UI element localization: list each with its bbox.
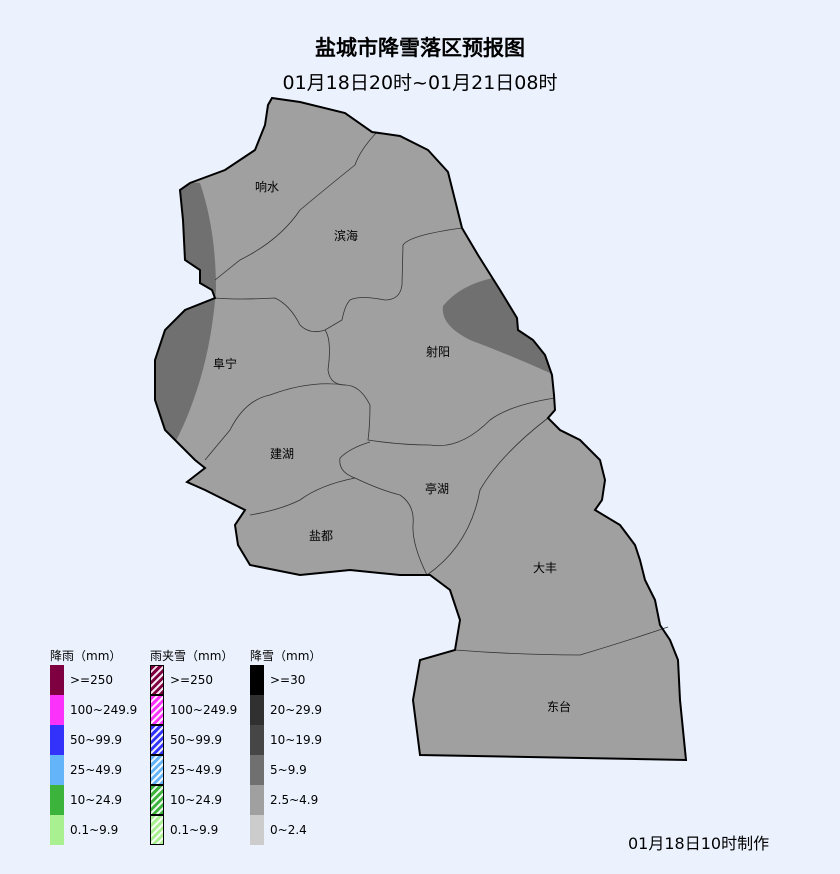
legend-snow-title: 降雪（mm） [250, 649, 322, 663]
legend-item: 0.1~9.9 [150, 815, 237, 845]
legend-item: 100~249.9 [150, 695, 237, 725]
legend-label: 0.1~9.9 [70, 823, 119, 837]
legend-swatch [250, 755, 264, 785]
map-subtitle: 01月18日20时~01月21日08时 [282, 72, 558, 94]
region-label-dafeng: 大丰 [533, 561, 557, 575]
legend-item: 50~99.9 [50, 725, 137, 755]
legend-label: 25~49.9 [70, 763, 123, 777]
legend-swatch [250, 665, 264, 695]
legend-swatch [150, 725, 164, 755]
legend-swatch [150, 665, 164, 695]
legend-item: 2.5~4.9 [250, 785, 322, 815]
legend-label: 5~9.9 [270, 763, 307, 777]
legend-label: 50~99.9 [170, 733, 223, 747]
legend-item: 0.1~9.9 [50, 815, 137, 845]
legend-label: >=30 [270, 673, 306, 687]
legend-swatch [150, 695, 164, 725]
legend-item: 10~24.9 [50, 785, 137, 815]
legend-swatch [50, 815, 64, 845]
legend-label: 10~24.9 [170, 793, 223, 807]
region-label-jianhu: 建湖 [270, 446, 294, 461]
legend-sleet-items: >=250 100~249.9 50~99.9 25~49.9 10~24.9 0.1~9… [150, 665, 237, 845]
legend-swatch [250, 725, 264, 755]
legend-item: 50~99.9 [150, 725, 237, 755]
legend-label: 100~249.9 [170, 703, 238, 717]
legend-snow-items: >=30 20~29.9 10~19.9 5~9.9 2.5~4.9 0~2.4 [250, 665, 322, 845]
region-label-sheyang: 射阳 [426, 344, 450, 359]
legend-swatch [50, 665, 64, 695]
legend-label: 2.5~4.9 [270, 793, 319, 807]
legend-item: >=30 [250, 665, 322, 695]
legend-label: >=250 [170, 673, 214, 687]
legend-sleet-title: 雨夹雪（mm） [150, 649, 234, 663]
legend-item: 10~19.9 [250, 725, 322, 755]
legend-label: 10~19.9 [270, 733, 323, 747]
legend-rain-title: 降雨（mm） [50, 649, 122, 663]
legend-swatch [50, 755, 64, 785]
legend-item: 20~29.9 [250, 695, 322, 725]
legend-item: 100~249.9 [50, 695, 137, 725]
legend-swatch [50, 785, 64, 815]
legend-item: 10~24.9 [150, 785, 237, 815]
region-label-tinghu: 亭湖 [425, 481, 449, 496]
legend-label: 100~249.9 [70, 703, 138, 717]
legend-label: 0.1~9.9 [170, 823, 219, 837]
legend-snow: 降雪（mm） >=30 20~29.9 10~19.9 5~9.9 2.5~4.9 0~2… [250, 647, 322, 845]
legend-label: 50~99.9 [70, 733, 123, 747]
legend-swatch [150, 755, 164, 785]
map-title: 盐城市降雪落区预报图 [315, 36, 525, 60]
legend-swatch [150, 815, 164, 845]
legend-item: 25~49.9 [50, 755, 137, 785]
region-labels: 响水 滨海 阜宁 射阳 建湖 亭湖 盐都 大丰 东台 [213, 179, 571, 714]
region-label-yandu: 盐都 [309, 529, 333, 543]
county-boundaries [204, 131, 669, 656]
legend-swatch [150, 785, 164, 815]
region-label-funing: 阜宁 [213, 356, 237, 371]
legend-swatch [250, 785, 264, 815]
legend-item: >=250 [150, 665, 237, 695]
legend-label: 0~2.4 [270, 823, 307, 837]
legend-label: 20~29.9 [270, 703, 323, 717]
legend-rain: 降雨（mm） >=250 100~249.9 50~99.9 25~49.9 10~24… [50, 647, 137, 845]
legend-rain-items: >=250 100~249.9 50~99.9 25~49.9 10~24.9 0.1~9… [50, 665, 137, 845]
legend-swatch [250, 815, 264, 845]
region-label-xiangshui: 响水 [255, 179, 279, 194]
legend-label: >=250 [70, 673, 114, 687]
legend-swatch [50, 695, 64, 725]
legend-item: 0~2.4 [250, 815, 322, 845]
region-label-binhai: 滨海 [334, 228, 358, 243]
legend-label: 25~49.9 [170, 763, 223, 777]
region-label-dongtai: 东台 [547, 699, 571, 714]
legend-swatch [50, 725, 64, 755]
legend-item: >=250 [50, 665, 137, 695]
legend-sleet: 雨夹雪（mm） >=250 100~249.9 50~99.9 25~49.9 10~2… [150, 647, 237, 845]
legend-item: 25~49.9 [150, 755, 237, 785]
legend-item: 5~9.9 [250, 755, 322, 785]
legend-swatch [250, 695, 264, 725]
legend-label: 10~24.9 [70, 793, 123, 807]
issue-time: 01月18日10时制作 [628, 834, 770, 853]
